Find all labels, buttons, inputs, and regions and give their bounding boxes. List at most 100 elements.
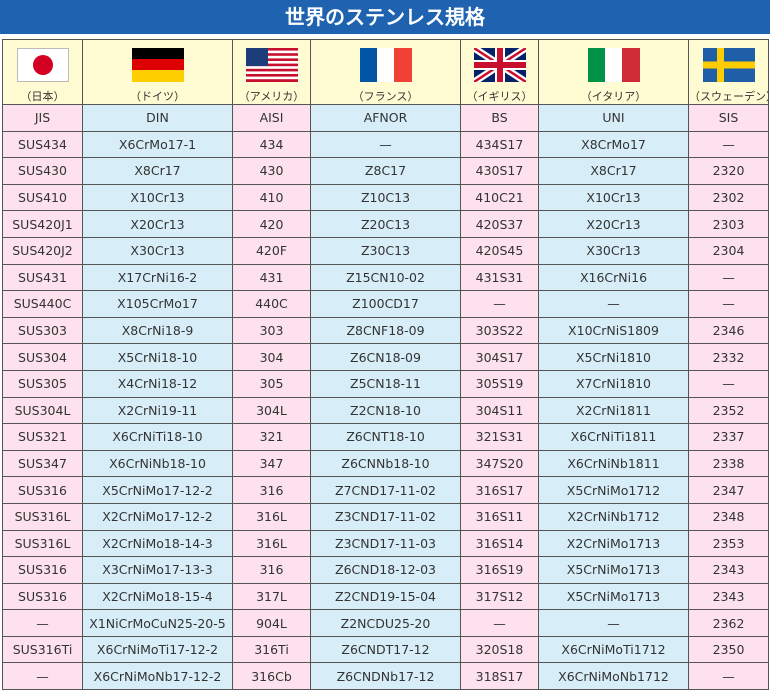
data-row: SUS420J2 X30Cr13 420F Z30C13 420S45 X30Cr13 23…: [2, 236, 769, 265]
cell: X6CrNiMoTi1712: [538, 635, 689, 664]
cell: X2CrNi1811: [538, 396, 689, 425]
cell: —: [538, 609, 689, 637]
data-row: SUS440C X105CrMo17 440C Z100CD17— — —: [2, 290, 769, 318]
cell: 304L: [232, 396, 311, 425]
cell: 316S19: [460, 556, 539, 584]
data-row: — X6CrNiMoNb17-12-2 316Cb Z6CNDNb17-12 318S1…: [2, 662, 769, 691]
cell: SUS316L: [2, 529, 83, 558]
cell: SUS440C: [2, 290, 83, 318]
cell: 2332: [688, 343, 769, 371]
flag-row: （日本） （ドイツ） （アメリカ） （フランス） （イギリス） （イタリア） （…: [2, 39, 769, 105]
cell: —: [688, 662, 769, 691]
cell: SUS303: [2, 316, 83, 345]
cell: X10Cr13: [82, 183, 233, 212]
cell: 316Cb: [232, 662, 311, 691]
flag-cell: （スウェーデン）: [688, 39, 769, 105]
cell: X6CrNiMoNb17-12-2: [82, 662, 233, 691]
data-row: SUS431 X17CrNi16-2 431 Z15CN10-02 431S31 X16C…: [2, 263, 769, 292]
cell: X6CrNiTi18-10: [82, 423, 233, 451]
cell: Z6CNDNb17-12: [310, 662, 461, 691]
cell: 2304: [688, 236, 769, 265]
cell: 347: [232, 449, 311, 478]
cell: Z3CND17-11-02: [310, 502, 461, 531]
cell: X5CrNi18-10: [82, 343, 233, 371]
data-row: SUS304L X2CrNi19-11 304L Z2CN18-10 304S11 X2C…: [2, 396, 769, 425]
cell: X2CrNiMo18-14-3: [82, 529, 233, 558]
cell: SUS431: [2, 263, 83, 292]
cell: 2302: [688, 183, 769, 212]
cell: —: [460, 609, 539, 637]
cell: 303S22: [460, 316, 539, 345]
cell: X3CrNiMo17-13-3: [82, 556, 233, 584]
cell: —: [688, 369, 769, 398]
cell: X16CrNi16: [538, 263, 689, 292]
cell: X8Cr17: [82, 157, 233, 185]
cell: 316: [232, 556, 311, 584]
country: （日本）: [20, 90, 65, 103]
cell: Z8C17: [310, 157, 461, 185]
cell: X6CrNiMoNb1712: [538, 662, 689, 691]
cell: X20Cr13: [82, 210, 233, 238]
data-row: SUS434 X6CrMo17-1 434—434S17 X8CrMo17—: [2, 130, 769, 159]
cell: SUS304L: [2, 396, 83, 425]
cell: 410C21: [460, 183, 539, 212]
cell: Z7CND17-11-02: [310, 476, 461, 504]
cell: 347S20: [460, 449, 539, 478]
data-row: SUS316Ti X6CrNiMoTi17-12-2 316Ti Z6CNDT17-1…: [2, 635, 769, 664]
cell: 434S17: [460, 130, 539, 159]
cell: X2CrNiNb1712: [538, 502, 689, 531]
cell: 317L: [232, 582, 311, 611]
country: （アメリカ）: [238, 90, 305, 103]
cell: Z6CNT18-10: [310, 423, 461, 451]
flag: [587, 48, 640, 82]
cell: SUS420J2: [2, 236, 83, 265]
cell: X5CrNiMo1712: [538, 476, 689, 504]
cell: 2337: [688, 423, 769, 451]
cell: 2348: [688, 502, 769, 531]
flag-cell: （イギリス）: [460, 39, 539, 105]
data-row: — X1NiCrMoCuN25-20-5 904L Z2NCDU25-20— —2362: [2, 609, 769, 637]
cell: 317S12: [460, 582, 539, 611]
cell: SUS321: [2, 423, 83, 451]
column-header: AISI: [232, 104, 311, 132]
cell: Z15CN10-02: [310, 263, 461, 292]
column-header: SIS: [688, 104, 769, 132]
column-header: UNI: [538, 104, 689, 132]
cell: 2362: [688, 609, 769, 637]
column-header: BS: [460, 104, 539, 132]
cell: SUS316: [2, 582, 83, 611]
cell: Z2CN18-10: [310, 396, 461, 425]
cell: —: [688, 290, 769, 318]
cell: 303: [232, 316, 311, 345]
cell: 2320: [688, 157, 769, 185]
cell: 304S11: [460, 396, 539, 425]
column-header: DIN: [82, 104, 233, 132]
cell: 904L: [232, 609, 311, 637]
cell: X7CrNi1810: [538, 369, 689, 398]
flag: [473, 48, 526, 82]
cell: SUS304: [2, 343, 83, 371]
country: （イギリス）: [466, 90, 533, 103]
cell: Z6CND18-12-03: [310, 556, 461, 584]
cell: SUS305: [2, 369, 83, 398]
cell: —: [538, 290, 689, 318]
cell: X6CrMo17-1: [82, 130, 233, 159]
cell: 2343: [688, 556, 769, 584]
column-header: AFNOR: [310, 104, 461, 132]
cell: —: [2, 609, 83, 637]
cell: X10CrNiS1809: [538, 316, 689, 345]
cell: 316L: [232, 502, 311, 531]
cell: SUS434: [2, 130, 83, 159]
cell: X6CrNiMoTi17-12-2: [82, 635, 233, 664]
cell: X30Cr13: [82, 236, 233, 265]
cell: Z8CNF18-09: [310, 316, 461, 345]
cell: Z5CN18-11: [310, 369, 461, 398]
cell: —: [310, 130, 461, 159]
data-row: SUS321 X6CrNiTi18-10 321 Z6CNT18-10 321S31 X6…: [2, 423, 769, 451]
cell: X5CrNiMo17-12-2: [82, 476, 233, 504]
cell: SUS316: [2, 556, 83, 584]
cell: X5CrNi1810: [538, 343, 689, 371]
data-row: SUS316 X2CrNiMo18-15-4 317L Z2CND19-15-04 31…: [2, 582, 769, 611]
cell: X8Cr17: [538, 157, 689, 185]
